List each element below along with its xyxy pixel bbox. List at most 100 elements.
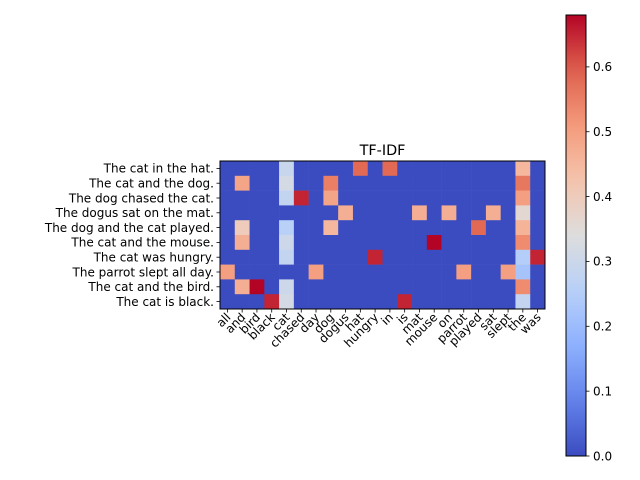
- heatmap-cell: [412, 190, 428, 206]
- heatmap-cell: [485, 190, 501, 206]
- heatmap-cell: [308, 190, 324, 206]
- colorbar-tick-label: 0.0: [593, 449, 612, 463]
- heatmap-cell: [441, 175, 457, 191]
- heatmap-cell: [367, 220, 383, 236]
- heatmap-cell: [412, 175, 428, 191]
- heatmap-cell: [249, 294, 265, 310]
- heatmap-cell: [441, 235, 457, 251]
- heatmap-cell: [441, 294, 457, 310]
- heatmap-cell: [500, 235, 516, 251]
- heatmap-cell: [293, 205, 309, 221]
- heatmap-cell: [367, 235, 383, 251]
- heatmap-cell: [382, 249, 398, 265]
- heatmap-cell: [338, 220, 354, 236]
- heatmap-cell: [323, 220, 339, 236]
- heatmap-cell: [279, 205, 295, 221]
- heatmap-cell: [367, 279, 383, 295]
- heatmap-cell: [220, 279, 236, 295]
- heatmap-cell: [234, 190, 250, 206]
- heatmap-cell: [500, 279, 516, 295]
- heatmap-cell: [530, 235, 546, 251]
- heatmap-cell: [500, 161, 516, 177]
- row-label: The cat is black.: [115, 295, 214, 309]
- heatmap-cell: [426, 294, 442, 310]
- heatmap-cell: [264, 190, 280, 206]
- heatmap-cell: [382, 161, 398, 177]
- heatmap-cell: [323, 235, 339, 251]
- heatmap-cell: [426, 175, 442, 191]
- heatmap-cell: [367, 205, 383, 221]
- heatmap-cell: [441, 220, 457, 236]
- heatmap-cell: [279, 190, 295, 206]
- heatmap-cell: [249, 161, 265, 177]
- heatmap-cell: [367, 264, 383, 280]
- heatmap-cell: [441, 190, 457, 206]
- heatmap-cell: [397, 205, 413, 221]
- heatmap-cell: [264, 220, 280, 236]
- heatmap-cell: [500, 205, 516, 221]
- heatmap-cell: [279, 175, 295, 191]
- heatmap-cell: [293, 175, 309, 191]
- heatmap-cell: [234, 220, 250, 236]
- heatmap-cell: [352, 190, 369, 206]
- heatmap-cell: [441, 279, 457, 295]
- heatmap-cell: [382, 190, 398, 206]
- heatmap-cell: [485, 235, 501, 251]
- heatmap-cell: [323, 175, 339, 191]
- heatmap-cell: [234, 294, 250, 310]
- heatmap-cell: [234, 175, 250, 191]
- heatmap-cell: [530, 264, 546, 280]
- heatmap-cell: [471, 294, 487, 310]
- heatmap-cell: [382, 294, 398, 310]
- heatmap-cell: [397, 235, 413, 251]
- heatmap-cell: [515, 205, 531, 221]
- heatmap-cell: [397, 161, 413, 177]
- heatmap-cell: [323, 279, 339, 295]
- heatmap-cell: [220, 220, 236, 236]
- heatmap-cell: [308, 220, 324, 236]
- heatmap-cell: [308, 175, 324, 191]
- heatmap-cell: [279, 235, 295, 251]
- heatmap-cell: [397, 220, 413, 236]
- heatmap-cell: [234, 205, 250, 221]
- heatmap-cell: [471, 161, 487, 177]
- colorbar-ticks: 0.0 0.1 0.2 0.3 0.4 0.5 0.6: [586, 60, 612, 463]
- heatmap-cell: [249, 175, 265, 191]
- colorbar-tick-label: 0.6: [593, 60, 612, 74]
- heatmap-cell: [456, 190, 472, 206]
- heatmap-cell: [293, 249, 309, 265]
- row-label: The dog and the cat played.: [44, 221, 214, 235]
- heatmap-cell: [530, 175, 546, 191]
- heatmap-cell: [338, 190, 354, 206]
- heatmap-cell: [279, 279, 295, 295]
- heatmap-cell: [382, 264, 398, 280]
- heatmap-cell: [323, 205, 339, 221]
- heatmap-cell: [264, 161, 280, 177]
- heatmap-cell: [249, 190, 265, 206]
- heatmap-cell: [279, 264, 295, 280]
- heatmap-cell: [293, 161, 309, 177]
- heatmap-cell: [323, 264, 339, 280]
- heatmap-cell: [352, 249, 369, 265]
- heatmap-cell: [220, 175, 236, 191]
- row-label: The cat was hungry.: [93, 251, 214, 265]
- heatmap-cell: [530, 294, 546, 310]
- chart-title: TF-IDF: [359, 143, 406, 159]
- heatmap-cell: [323, 190, 339, 206]
- colorbar: [565, 14, 587, 457]
- heatmap-cell: [220, 205, 236, 221]
- heatmap-cell: [500, 175, 516, 191]
- heatmap-cell: [530, 205, 546, 221]
- heatmap-cell: [264, 235, 280, 251]
- heatmap-cell: [456, 175, 472, 191]
- heatmap-cell: [426, 161, 442, 177]
- heatmap-cell: [456, 220, 472, 236]
- heatmap-cell: [515, 190, 531, 206]
- heatmap-cell: [382, 220, 398, 236]
- heatmap-cell: [471, 264, 487, 280]
- heatmap-cell: [530, 161, 546, 177]
- colorbar-tick-label: 0.1: [593, 384, 612, 398]
- heatmap-cell: [234, 235, 250, 251]
- heatmap-cell: [426, 190, 442, 206]
